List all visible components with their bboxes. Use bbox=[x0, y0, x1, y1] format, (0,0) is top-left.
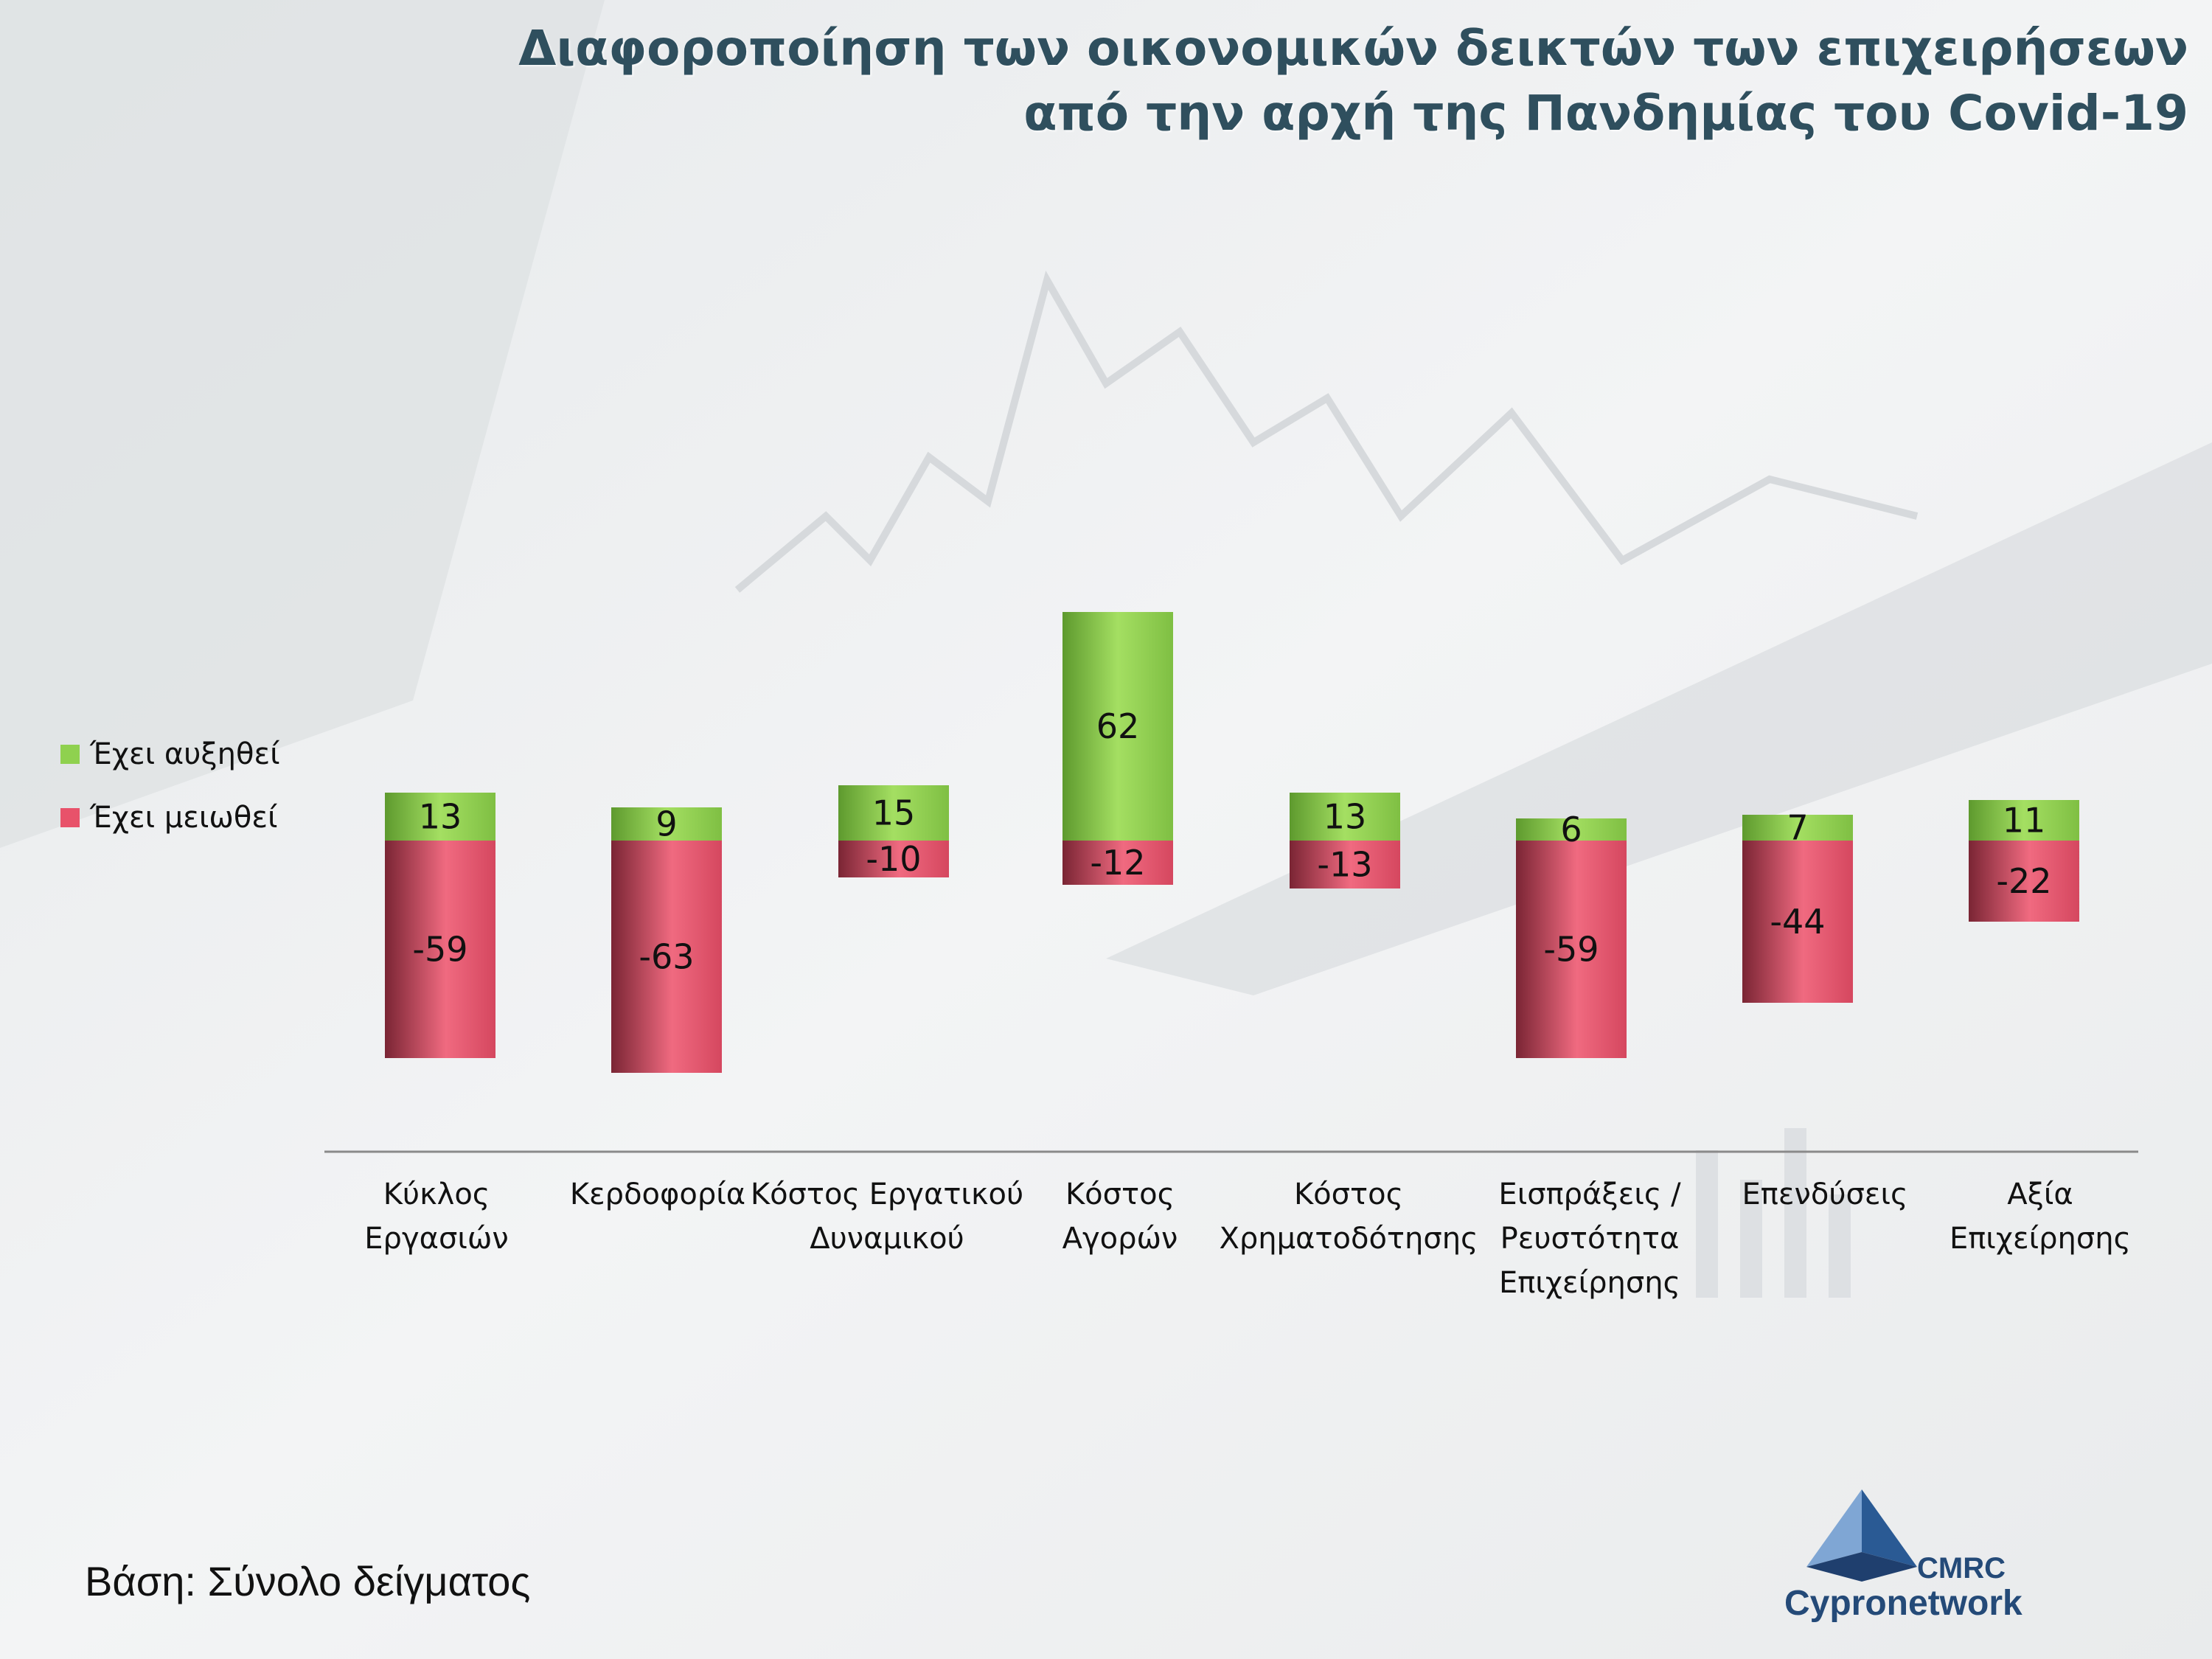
legend-label-increase: Έχει αυξηθεί bbox=[90, 737, 280, 771]
legend: Έχει αυξηθεί Έχει μειωθεί bbox=[60, 723, 280, 849]
data-label-increase: 13 bbox=[1324, 797, 1367, 837]
category-tick-label: Χρηματοδότησης bbox=[1219, 1222, 1478, 1256]
data-label-increase: 62 bbox=[1096, 706, 1140, 746]
bar-decrease bbox=[1062, 841, 1173, 885]
bar-increase bbox=[385, 793, 495, 841]
legend-swatch-decrease bbox=[60, 808, 80, 827]
legend-item-increase: Έχει αυξηθεί bbox=[60, 723, 280, 786]
base-note: Βάση: Σύνολο δείγματος bbox=[85, 1558, 531, 1604]
data-label-decrease: -12 bbox=[1090, 843, 1145, 883]
bar-decrease bbox=[611, 841, 722, 1073]
logo-cmrc-text: CMRC bbox=[1917, 1552, 2006, 1585]
bar-increase bbox=[1062, 612, 1173, 841]
category-tick-label: Δυναμικού bbox=[810, 1222, 964, 1256]
bar-decrease bbox=[1290, 841, 1400, 888]
legend-label-decrease: Έχει μειωθεί bbox=[90, 801, 278, 835]
data-label-decrease: -59 bbox=[1543, 930, 1599, 970]
legend-swatch-increase bbox=[60, 745, 80, 764]
category-tick-label: Αξία bbox=[2007, 1178, 2073, 1211]
data-label-increase: 9 bbox=[655, 804, 677, 844]
bar-increase bbox=[1969, 800, 2079, 841]
bar-decrease bbox=[1969, 841, 2079, 922]
chart-title: Διαφοροποίηση των οικονομικών δεικτών τω… bbox=[124, 16, 2188, 146]
bar-increase bbox=[1290, 793, 1400, 841]
data-label-decrease: -59 bbox=[412, 930, 467, 970]
category-tick-label: Επιχείρησης bbox=[1950, 1222, 2131, 1256]
legend-item-decrease: Έχει μειωθεί bbox=[60, 786, 280, 849]
bar-increase bbox=[611, 807, 722, 841]
data-label-increase: 6 bbox=[1560, 810, 1582, 849]
data-label-decrease: -10 bbox=[866, 839, 921, 879]
title-line-2: από την αρχή της Πανδημίας του Covid-19 bbox=[1023, 85, 2188, 142]
bar-decrease bbox=[838, 841, 949, 877]
bar-decrease bbox=[385, 841, 495, 1058]
category-tick-label: Κόστος Εργατικού bbox=[751, 1178, 1023, 1211]
data-label-increase: 15 bbox=[872, 793, 916, 833]
bar-decrease bbox=[1516, 841, 1627, 1058]
logo-cypronetwork-text: Cypronetwork bbox=[1784, 1584, 2023, 1623]
logo-pyramid-icon bbox=[1806, 1489, 1917, 1582]
bar-increase bbox=[1516, 818, 1627, 841]
data-label-increase: 13 bbox=[419, 797, 462, 837]
data-label-decrease: -13 bbox=[1317, 845, 1372, 885]
category-tick-label: Κόστος bbox=[1294, 1178, 1403, 1211]
title-line-1: Διαφοροποίηση των οικονομικών δεικτών τω… bbox=[518, 20, 2188, 77]
category-tick-label: Κερδοφορία bbox=[570, 1178, 745, 1211]
bar-decrease bbox=[1742, 841, 1853, 1003]
category-tick-label: Επενδύσεις bbox=[1742, 1178, 1908, 1211]
category-tick-label: Ρευστότητα bbox=[1500, 1222, 1680, 1256]
data-label-decrease: -22 bbox=[1996, 861, 2051, 901]
category-tick-label: Εργασιών bbox=[364, 1222, 508, 1256]
bar-increase bbox=[1742, 815, 1853, 841]
category-tick-label: Κύκλος bbox=[383, 1178, 490, 1211]
category-tick-label: Εισπράξεις / bbox=[1498, 1178, 1681, 1211]
category-tick-label: Κόστος bbox=[1065, 1178, 1175, 1211]
data-label-increase: 7 bbox=[1787, 808, 1808, 848]
bar-increase bbox=[838, 785, 949, 841]
data-label-decrease: -63 bbox=[639, 937, 694, 977]
data-label-increase: 11 bbox=[2003, 801, 2046, 841]
category-tick-label: Αγορών bbox=[1062, 1222, 1178, 1256]
cmrc-logo: CMRC Cypronetwork bbox=[1784, 1486, 2023, 1626]
category-tick-label: Επιχείρησης bbox=[1499, 1266, 1680, 1300]
data-label-decrease: -44 bbox=[1770, 902, 1825, 942]
